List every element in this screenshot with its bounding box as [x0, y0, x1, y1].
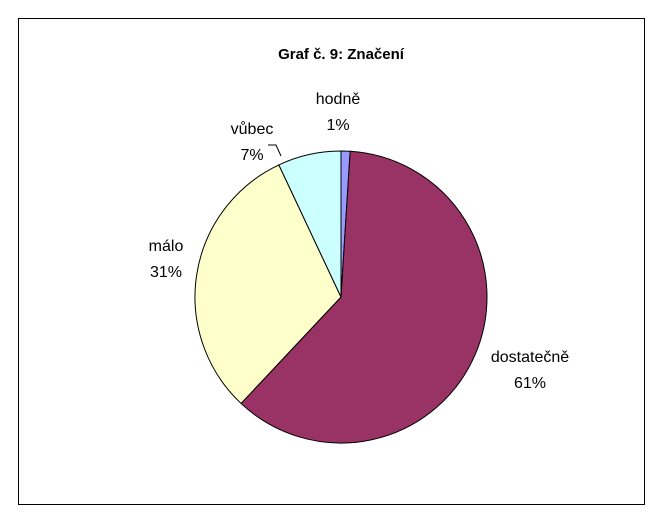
slice-label: málo	[149, 238, 184, 255]
slice-value-label: 7%	[240, 147, 263, 164]
slice-value-label: 1%	[326, 117, 349, 134]
pie-slice	[278, 150, 342, 298]
pie	[194, 150, 488, 444]
slice-value-label: 61%	[514, 375, 546, 392]
chart-title: Graf č. 9: Značení	[278, 46, 405, 63]
leader-line	[268, 144, 282, 157]
pie-slice	[194, 164, 342, 405]
slice-label: dostatečně	[491, 349, 569, 366]
pie-slice	[240, 150, 488, 444]
slice-label: vůbec	[231, 120, 274, 138]
slice-value-label: 31%	[150, 264, 182, 281]
slice-label: hodně	[316, 91, 361, 108]
